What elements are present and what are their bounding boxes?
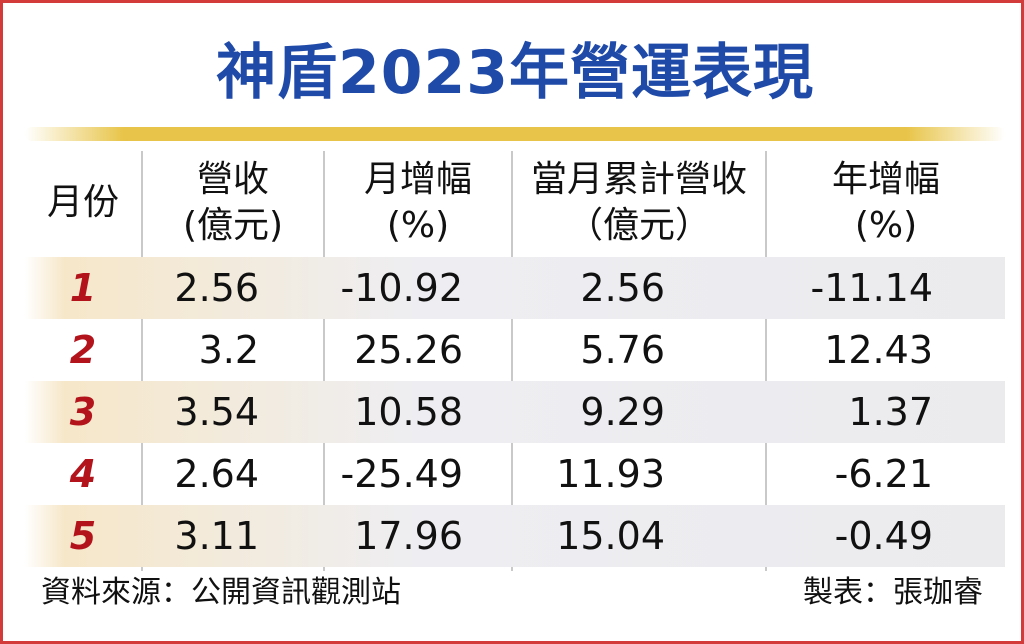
header-line: 年增幅	[831, 159, 940, 200]
yoy-cell: 12.43	[824, 328, 933, 372]
month-cell: 1	[69, 266, 97, 310]
mom-cell: -10.92	[340, 266, 464, 310]
column-divider	[765, 151, 767, 571]
mom-cell: 25.26	[354, 328, 463, 372]
header-line: 當月累計營收	[530, 159, 747, 200]
mom-cell: 17.96	[354, 514, 463, 558]
yoy-cell: -6.21	[834, 452, 933, 496]
title-underline-bar	[25, 127, 1005, 141]
column-divider	[323, 151, 325, 571]
header-unit: （億元）	[566, 205, 711, 246]
table-row: 1 2.56 -10.92 2.56 -11.14	[25, 257, 1005, 319]
header-unit: (%)	[386, 205, 450, 246]
mom-cell: -25.49	[340, 452, 464, 496]
header-cumulative: 當月累計營收 （億元）	[513, 151, 765, 255]
month-cell: 5	[69, 514, 97, 558]
yoy-cell: -11.14	[810, 266, 934, 310]
header-mom: 月增幅 (%)	[325, 151, 511, 255]
table-row: 4 2.64 -25.49 11.93 -6.21	[25, 443, 1005, 505]
month-cell: 4	[69, 452, 97, 496]
source-note: 資料來源：公開資訊觀測站	[41, 575, 401, 610]
header-unit: (%)	[854, 205, 918, 246]
revenue-cell: 3.54	[174, 390, 259, 434]
mom-cell: 10.58	[354, 390, 463, 434]
header-unit: (億元)	[182, 205, 284, 246]
month-cell: 3	[69, 390, 97, 434]
header-line: 營收	[196, 159, 269, 200]
table-header: 月份 營收 (億元) 月增幅 (%) 當月累計營收 （億元） 年增幅 (%)	[25, 151, 1005, 255]
header-line: 月增幅	[363, 159, 472, 200]
revenue-cell: 2.56	[174, 266, 259, 310]
header-line: 月份	[46, 182, 119, 223]
table-row: 2 3.2 25.26 5.76 12.43	[25, 319, 1005, 381]
cumulative-cell: 11.93	[556, 452, 665, 496]
cumulative-cell: 9.29	[580, 390, 665, 434]
cumulative-cell: 15.04	[556, 514, 665, 558]
table-row: 3 3.54 10.58 9.29 1.37	[25, 381, 1005, 443]
column-divider	[511, 151, 513, 571]
header-yoy: 年增幅 (%)	[767, 151, 1005, 255]
revenue-cell: 3.2	[198, 328, 259, 372]
yoy-cell: -0.49	[834, 514, 933, 558]
table-row: 5 3.11 17.96 15.04 -0.49	[25, 505, 1005, 567]
cumulative-cell: 5.76	[580, 328, 665, 372]
author-note: 製表：張珈睿	[803, 575, 983, 610]
revenue-cell: 2.64	[174, 452, 259, 496]
column-divider	[141, 151, 143, 571]
yoy-cell: 1.37	[848, 390, 933, 434]
revenue-cell: 3.11	[174, 514, 259, 558]
page-title: 神盾2023年營運表現	[216, 38, 814, 108]
month-cell: 2	[69, 328, 97, 372]
header-month: 月份	[25, 151, 141, 255]
cumulative-cell: 2.56	[580, 266, 665, 310]
header-revenue: 營收 (億元)	[143, 151, 323, 255]
